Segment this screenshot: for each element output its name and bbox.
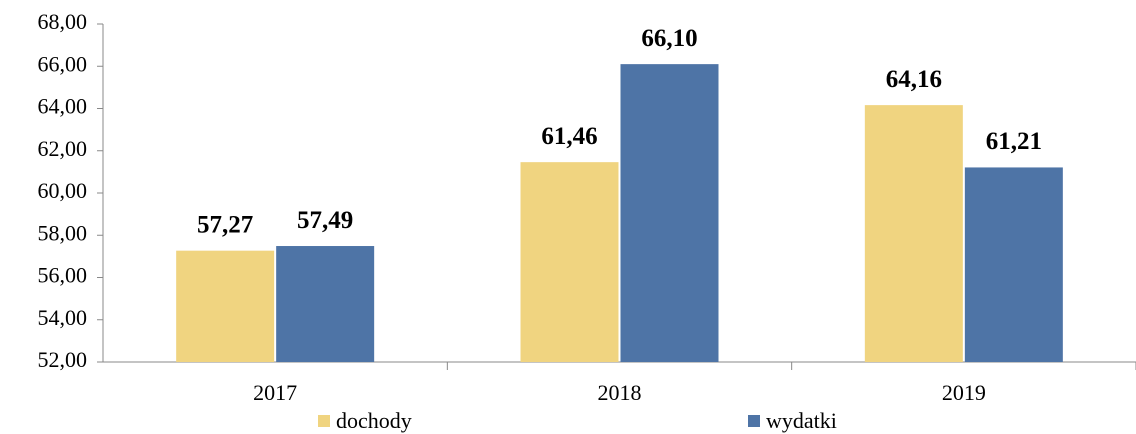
value-label: 57,27 [197,211,253,238]
x-tick-label: 2018 [598,380,642,405]
value-label: 64,16 [886,66,942,93]
legend-label: wydatki [766,408,837,433]
y-tick-label: 54,00 [38,305,88,330]
y-tick-label: 56,00 [38,263,88,288]
y-tick-label: 60,00 [38,178,88,203]
value-label: 66,10 [641,25,697,52]
x-tick-label: 2017 [253,380,297,405]
value-label: 57,49 [297,207,353,234]
bar [864,105,963,363]
x-tick-label: 2019 [942,380,986,405]
legend-swatch [318,415,330,427]
value-label: 61,46 [541,123,597,150]
y-tick-label: 52,00 [38,347,88,372]
bar [964,167,1063,362]
bar [176,250,275,362]
legend-swatch [748,415,760,427]
y-tick-label: 68,00 [38,9,88,34]
value-label: 61,21 [986,128,1042,155]
bar [520,162,619,362]
y-tick-label: 66,00 [38,51,88,76]
bar [620,64,719,362]
y-tick-label: 62,00 [38,136,88,161]
bar [276,246,375,362]
legend-label: dochody [336,408,412,433]
y-tick-label: 58,00 [38,220,88,245]
y-tick-label: 64,00 [38,94,88,119]
